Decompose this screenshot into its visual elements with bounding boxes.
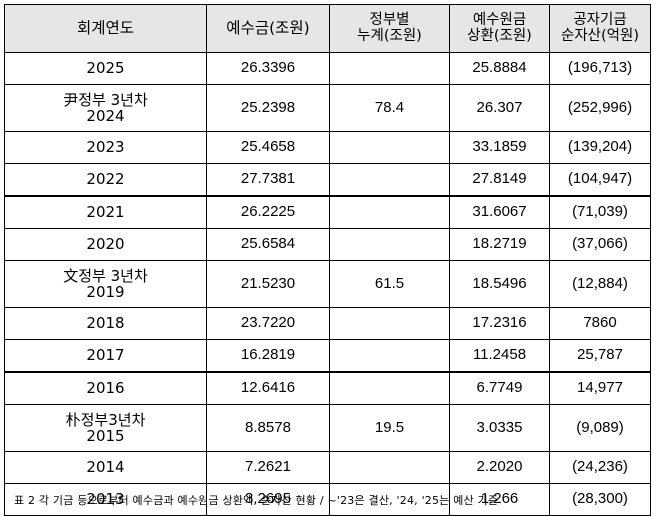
net-assets-cell: (71,039) [549,195,651,229]
table-row: 2014 7.2621 2.2020 (24,236) [4,451,651,484]
header-cumulative-line1: 정부별 [369,11,410,28]
repayment-cell: 18.2719 [449,228,550,261]
table-row: 2025 26.3396 25.8884 (196,713) [4,52,651,85]
cumulative-cell [329,228,450,261]
header-cumulative: 정부별 누계(조원) [329,4,450,53]
header-cumulative-line2: 누계(조원) [357,27,422,44]
year-cell: 2022 [4,163,207,197]
cumulative-cell [329,163,450,197]
deposit-cell: 12.6416 [206,371,330,405]
year-cell: 2017 [4,339,207,373]
year-cell: 朴정부3년차 2015 [4,404,207,452]
header-net-assets: 공자기금 순자산(억원) [549,4,651,53]
table-row: 2020 25.6584 18.2719 (37,066) [4,228,651,261]
repayment-cell: 25.8884 [449,52,550,85]
deposit-cell: 25.6584 [206,228,330,261]
header-row: 회계연도 예수금(조원) 정부별 누계(조원) 예수원금 상환(조원) 공자기금… [4,4,651,53]
table-row: 2022 27.7381 27.8149 (104,947) [4,163,651,197]
repayment-cell: 2.2020 [449,451,550,484]
government-label: 朴정부3년차 [65,410,146,429]
repayment-cell: 18.5496 [449,260,550,308]
net-assets-cell: (12,884) [549,260,651,308]
government-label: 文정부 3년차 [63,266,148,285]
deposit-table: 회계연도 예수금(조원) 정부별 누계(조원) 예수원금 상환(조원) 공자기금… [4,4,651,516]
net-assets-cell: (139,204) [549,131,651,164]
net-assets-cell: (28,300) [549,483,651,516]
cumulative-cell [329,131,450,164]
cumulative-cell: 19.5 [329,404,450,452]
table-row: 文정부 3년차 2019 21.5230 61.5 18.5496 (12,88… [4,260,651,308]
year-cell: 2020 [4,228,207,261]
repayment-cell: 6.7749 [449,371,550,405]
net-assets-cell: (24,236) [549,451,651,484]
table-row: 2017 16.2819 11.2458 25,787 [4,339,651,373]
table-row: 2013 3.2695 1.266 (28,300) [4,483,651,516]
deposit-cell: 3.2695 [206,483,330,516]
deposit-cell: 26.3396 [206,52,330,85]
deposit-cell: 16.2819 [206,339,330,373]
cumulative-cell [329,371,450,405]
deposit-cell: 8.8578 [206,404,330,452]
cumulative-cell [329,307,450,340]
cumulative-cell [329,339,450,373]
cumulative-cell: 78.4 [329,84,450,132]
net-assets-cell: (37,066) [549,228,651,261]
repayment-cell: 1.266 [449,483,550,516]
header-repayment: 예수원금 상환(조원) [449,4,550,53]
year-cell: 2021 [4,195,207,229]
cumulative-cell [329,451,450,484]
header-net-assets-line2: 순자산(억원) [560,27,639,44]
table-row: 2023 25.4658 33.1859 (139,204) [4,131,651,164]
repayment-cell: 31.6067 [449,195,550,229]
year-value: 2019 [86,283,125,301]
deposit-cell: 23.7220 [206,307,330,340]
header-repayment-line1: 예수원금 [472,11,527,28]
net-assets-cell: (196,713) [549,52,651,85]
cumulative-cell [329,195,450,229]
year-cell: 尹정부 3년차 2024 [4,84,207,132]
government-label: 尹정부 3년차 [63,90,148,109]
repayment-cell: 3.0335 [449,404,550,452]
repayment-cell: 26.307 [449,84,550,132]
cumulative-cell: 61.5 [329,260,450,308]
table-row: 2021 26.2225 31.6067 (71,039) [4,195,651,229]
header-repayment-line2: 상환(조원) [467,27,532,44]
deposit-cell: 26.2225 [206,195,330,229]
net-assets-cell: (252,996) [549,84,651,132]
header-deposit: 예수금(조원) [206,4,330,53]
deposit-cell: 25.4658 [206,131,330,164]
year-cell: 2014 [4,451,207,484]
repayment-cell: 33.1859 [449,131,550,164]
header-net-assets-line1: 공자기금 [573,11,627,28]
year-cell: 2013 [4,483,207,516]
year-value: 2024 [86,107,125,125]
repayment-cell: 17.2316 [449,307,550,340]
deposit-cell: 25.2398 [206,84,330,132]
table-row: 尹정부 3년차 2024 25.2398 78.4 26.307 (252,99… [4,84,651,132]
repayment-cell: 11.2458 [449,339,550,373]
deposit-cell: 27.7381 [206,163,330,197]
year-cell: 2018 [4,307,207,340]
deposit-cell: 21.5230 [206,260,330,308]
table-row: 2018 23.7220 17.2316 7860 [4,307,651,340]
net-assets-cell: 7860 [549,307,651,340]
year-cell: 2016 [4,371,207,405]
table-row: 朴정부3년차 2015 8.8578 19.5 3.0335 (9,089) [4,404,651,452]
cumulative-cell [329,52,450,85]
net-assets-cell: (9,089) [549,404,651,452]
header-fiscal-year: 회계연도 [4,4,207,53]
table-row: 2016 12.6416 6.7749 14,977 [4,371,651,405]
year-value: 2015 [86,427,125,445]
table-caption: 표 2 각 기금 등으로부터 예수금과 예수원금 상환액, 순자산 현황 / ~… [14,494,499,507]
net-assets-cell: 25,787 [549,339,651,373]
year-cell: 文정부 3년차 2019 [4,260,207,308]
year-cell: 2023 [4,131,207,164]
deposit-cell: 7.2621 [206,451,330,484]
net-assets-cell: 14,977 [549,371,651,405]
repayment-cell: 27.8149 [449,163,550,197]
net-assets-cell: (104,947) [549,163,651,197]
year-cell: 2025 [4,52,207,85]
